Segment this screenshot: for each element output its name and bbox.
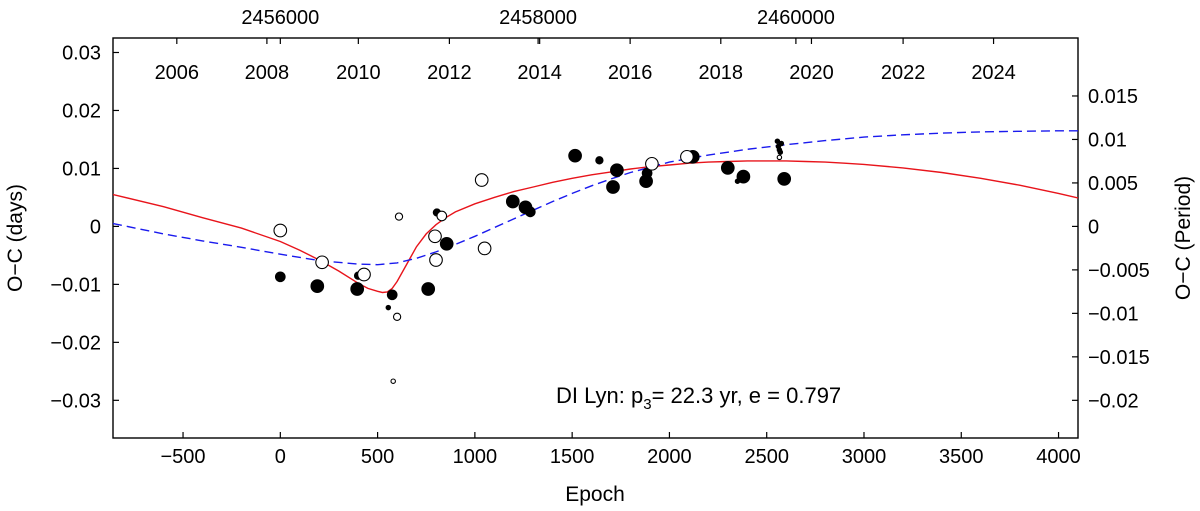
primary-minimum-point	[421, 282, 436, 296]
fit-annotation-suffix: = 22.3 yr, e = 0.797	[652, 383, 842, 408]
y-tick-label: 0.01	[62, 158, 101, 180]
secondary-minimum-point	[428, 229, 442, 244]
hjd-tick-label: 2460000	[757, 7, 835, 29]
secondary-minimum-point	[392, 312, 402, 321]
secondary-minimum-point	[645, 156, 659, 171]
secondary-minimum-point	[394, 212, 404, 221]
y2-axis-label: O−C (Period)	[1172, 176, 1195, 300]
primary-minimum-point	[736, 169, 751, 184]
x-axis-label: Epoch	[565, 483, 625, 506]
y-tick-label: −0.01	[50, 274, 101, 296]
fit-annotation-subscript: 3	[643, 396, 651, 413]
x-tick-label: 3000	[842, 446, 887, 468]
year-tick-label: 2018	[699, 62, 744, 84]
primary-minimum-point	[610, 163, 624, 178]
primary-minimum-point	[774, 138, 781, 144]
secondary-minimum-point	[477, 241, 492, 256]
y-tick-label: −0.03	[50, 390, 101, 412]
primary-minimum-point	[274, 271, 286, 283]
y-tick-label: 0.03	[62, 42, 101, 64]
primary-minimum-point	[720, 161, 735, 175]
secondary-minimum-point	[429, 253, 443, 267]
y2-tick-label: 0.015	[1088, 86, 1138, 108]
secondary-minimum-point	[474, 173, 489, 187]
year-tick-label: 2024	[971, 62, 1016, 84]
year-tick-label: 2016	[608, 62, 653, 84]
year-tick-label: 2006	[155, 62, 200, 84]
primary-minimum-point	[606, 180, 620, 194]
x-tick-label: 3500	[939, 446, 984, 468]
x-tick-label: 2500	[744, 446, 789, 468]
tick-labels: −500 0 500 1000 1500 2000 2500 3000 3500 4000 −0.0…	[50, 7, 1149, 468]
hjd-tick-label: 2456000	[241, 7, 319, 29]
fit-annotation: DI Lyn: p3= 22.3 yr, e = 0.797	[556, 383, 841, 413]
year-tick-label: 2014	[517, 62, 562, 84]
x-tick-label: 500	[361, 446, 394, 468]
secondary-minimum-point	[776, 154, 783, 161]
secondary-minimum-point	[357, 267, 371, 282]
secondary-minimum-point	[390, 378, 396, 384]
primary-minimum-point	[777, 172, 792, 186]
fit-curves	[113, 130, 1078, 294]
hjd-tick-label: 2458000	[499, 7, 577, 29]
secondary-minimum-point	[315, 255, 329, 270]
year-tick-label: 2012	[427, 62, 472, 84]
tick-marks	[113, 38, 1078, 438]
primary-minimum-point	[439, 236, 454, 251]
x-tick-label: 4000	[1036, 446, 1081, 468]
year-tick-label: 2020	[789, 62, 834, 84]
secondary-minimum-point	[273, 223, 288, 238]
x-tick-label: −500	[161, 446, 206, 468]
year-tick-label: 2022	[881, 62, 926, 84]
data-points	[273, 138, 792, 384]
y2-tick-label: 0	[1088, 216, 1099, 238]
y-tick-label: 0.02	[62, 100, 101, 122]
x-tick-label: 1500	[550, 446, 595, 468]
fit-annotation-prefix: DI Lyn: p	[556, 383, 643, 408]
primary-minimum-point	[524, 206, 536, 218]
primary-minimum-point	[386, 289, 398, 301]
y2-tick-label: −0.015	[1088, 347, 1150, 369]
plot-frame	[112, 37, 1079, 439]
primary-minimum-point	[568, 148, 582, 163]
y-tick-label: −0.02	[50, 332, 101, 354]
year-tick-label: 2008	[245, 62, 290, 84]
x-tick-label: 2000	[647, 446, 692, 468]
year-tick-label: 2010	[336, 62, 381, 84]
model-2-curve	[113, 130, 1078, 266]
primary-minimum-point	[310, 279, 325, 293]
x-tick-label: 1000	[453, 446, 498, 468]
y2-tick-label: −0.02	[1088, 390, 1139, 412]
primary-minimum-point	[385, 304, 392, 311]
primary-minimum-point	[350, 282, 365, 296]
y2-tick-label: 0.005	[1088, 173, 1138, 195]
primary-minimum-point	[595, 156, 604, 165]
primary-minimum-point	[778, 140, 785, 147]
ltte-fit-curve	[113, 160, 1078, 294]
y2-tick-label: 0.01	[1088, 129, 1127, 151]
y-tick-label: 0	[90, 216, 101, 238]
y-axis-label: O−C (days)	[4, 184, 27, 292]
y2-tick-label: −0.01	[1088, 303, 1139, 325]
primary-minimum-point	[505, 194, 520, 209]
primary-minimum-point	[777, 149, 784, 155]
secondary-minimum-point	[680, 149, 694, 164]
secondary-minimum-point	[436, 210, 448, 222]
y2-tick-label: −0.005	[1088, 260, 1150, 282]
x-tick-label: 0	[275, 446, 286, 468]
